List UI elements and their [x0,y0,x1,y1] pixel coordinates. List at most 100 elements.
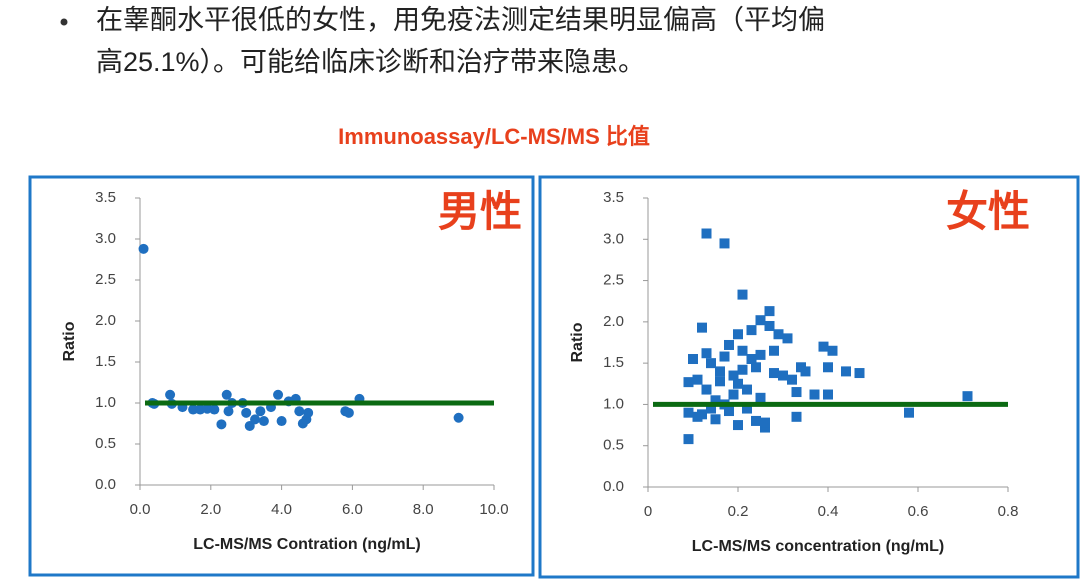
x-tick-label: 4.0 [271,501,292,518]
point [800,366,811,377]
panel-frame [28,175,535,577]
bullet-text: 在睾酮水平很低的女性，用免疫法测定结果明显偏高（平均偏 [96,5,825,35]
point [453,412,464,423]
point [854,368,865,379]
point [209,404,220,415]
point [719,238,730,249]
point [343,407,354,418]
bullet-dot [60,18,68,26]
point [221,389,232,400]
point [728,370,739,381]
point [791,411,802,422]
point [755,315,766,326]
panel-frame [538,175,1080,579]
x-tick-label: 0.0 [130,501,151,518]
point [697,409,707,420]
y-tick-label: 0.5 [95,435,116,452]
y-tick-label: 0.0 [95,476,116,493]
point [962,391,973,402]
point [769,368,779,379]
y-tick-label: 1.5 [603,354,624,371]
point [276,416,287,427]
point [724,406,734,417]
point [787,374,797,385]
y-axis-title: Ratio [61,321,78,361]
x-tick-label: 0.8 [998,503,1019,520]
point [701,348,712,359]
point [764,320,775,331]
x-axis-title: LC-MS/MS concentration (ng/mL) [692,538,944,555]
point [778,370,788,381]
point [841,366,851,377]
point [701,228,712,239]
point [737,364,748,375]
y-tick-label: 3.5 [603,189,624,206]
point [733,420,743,431]
x-axis-title: LC-MS/MS Contration (ng/mL) [193,536,421,553]
point [733,329,743,340]
x-tick-label: 10.0 [479,501,508,518]
point [223,406,234,417]
y-tick-label: 3.0 [95,230,116,247]
y-tick-label: 3.0 [603,230,624,247]
point [715,376,725,387]
point [751,362,761,373]
x-tick-label: 2.0 [200,501,221,518]
x-tick-label: 0.6 [908,503,929,520]
point [733,378,743,389]
point [294,406,305,417]
point [688,354,698,365]
y-tick-label: 2.5 [603,272,624,289]
y-tick-label: 1.0 [603,395,624,412]
point [683,377,694,388]
point [755,392,766,403]
point [818,341,829,352]
point [719,351,730,362]
point [706,358,716,369]
point [904,407,914,418]
point [760,417,770,428]
point [728,389,739,400]
point [737,345,748,356]
x-tick-label: 8.0 [413,501,434,518]
point [823,389,833,400]
point [165,389,176,400]
y-tick-label: 0.0 [603,478,624,495]
point [764,306,775,317]
point [823,362,833,373]
point [706,403,716,414]
point [683,434,694,445]
point [827,345,838,356]
panel-label: 女性 [946,188,1030,235]
point [241,407,252,418]
point [737,289,748,300]
point [188,404,199,415]
point [791,387,802,398]
point [715,366,725,377]
point [697,322,707,333]
y-tick-label: 1.0 [95,394,116,411]
point [701,384,712,395]
bullet-text: 高25.1%）。可能给临床诊断和治疗带来隐患。 [96,47,645,77]
point [746,354,757,365]
y-tick-label: 1.5 [95,353,116,370]
y-tick-label: 0.5 [603,437,624,454]
point [138,243,149,254]
point [710,414,721,425]
point [742,384,752,395]
point [258,416,269,427]
point [692,374,703,385]
point [273,389,284,400]
x-tick-label: 0 [644,503,652,520]
point [250,414,261,425]
point [773,329,784,340]
point [742,403,752,414]
panel-label: 男性 [438,188,522,235]
x-tick-label: 6.0 [342,501,363,518]
point [710,395,721,406]
heading: Immunoassay/LC-MS/MS 比值 [338,124,650,149]
y-axis-title: Ratio [569,322,586,362]
point [809,389,820,400]
point [769,345,779,356]
